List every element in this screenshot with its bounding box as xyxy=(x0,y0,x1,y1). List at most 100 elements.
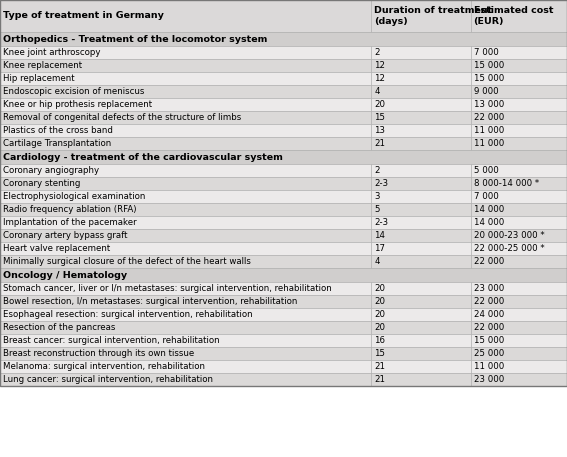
Text: 11 000: 11 000 xyxy=(473,139,504,148)
Text: 15: 15 xyxy=(374,113,386,122)
Text: 23 000: 23 000 xyxy=(473,284,504,293)
Text: Cartilage Transplantation: Cartilage Transplantation xyxy=(3,139,111,148)
Bar xyxy=(471,0,567,32)
Bar xyxy=(0,137,371,150)
Bar xyxy=(0,32,567,46)
Bar xyxy=(471,216,567,229)
Text: 20: 20 xyxy=(374,100,386,109)
Text: 2: 2 xyxy=(374,48,380,57)
Text: Cardiology - treatment of the cardiovascular system: Cardiology - treatment of the cardiovasc… xyxy=(3,153,283,161)
Bar xyxy=(0,255,371,268)
Bar xyxy=(371,255,471,268)
Text: 23 000: 23 000 xyxy=(473,375,504,384)
Bar xyxy=(0,282,371,295)
Bar xyxy=(0,164,371,177)
Text: 4: 4 xyxy=(374,87,380,96)
Bar xyxy=(371,98,471,111)
Text: 21: 21 xyxy=(374,362,386,371)
Bar xyxy=(471,360,567,373)
Text: 3: 3 xyxy=(374,192,380,201)
Text: Coronary angiography: Coronary angiography xyxy=(3,166,99,175)
Text: 22 000: 22 000 xyxy=(473,113,504,122)
Bar xyxy=(371,46,471,59)
Bar xyxy=(471,46,567,59)
Bar xyxy=(471,308,567,321)
Bar xyxy=(0,72,371,85)
Text: Oncology / Hematology: Oncology / Hematology xyxy=(3,271,127,280)
Text: Resection of the pancreas: Resection of the pancreas xyxy=(3,323,115,332)
Text: 4: 4 xyxy=(374,257,380,266)
Bar xyxy=(471,242,567,255)
Text: 14 000: 14 000 xyxy=(473,218,504,227)
Bar xyxy=(471,164,567,177)
Text: 25 000: 25 000 xyxy=(473,349,504,358)
Bar xyxy=(371,59,471,72)
Bar xyxy=(371,373,471,386)
Bar xyxy=(371,72,471,85)
Bar xyxy=(371,334,471,347)
Text: 16: 16 xyxy=(374,336,386,345)
Text: 13: 13 xyxy=(374,126,386,135)
Bar xyxy=(371,164,471,177)
Text: 14 000: 14 000 xyxy=(473,205,504,214)
Bar xyxy=(0,98,371,111)
Text: 21: 21 xyxy=(374,375,386,384)
Text: Knee replacement: Knee replacement xyxy=(3,61,82,70)
Text: Bowel resection, l/n metastases: surgical intervention, rehabilitation: Bowel resection, l/n metastases: surgica… xyxy=(3,297,297,306)
Bar xyxy=(471,321,567,334)
Bar xyxy=(471,282,567,295)
Bar xyxy=(471,203,567,216)
Bar xyxy=(0,85,371,98)
Text: Minimally surgical closure of the defect of the heart walls: Minimally surgical closure of the defect… xyxy=(3,257,251,266)
Text: Hip replacement: Hip replacement xyxy=(3,74,75,83)
Bar xyxy=(0,295,371,308)
Bar xyxy=(371,321,471,334)
Text: Radio frequency ablation (RFA): Radio frequency ablation (RFA) xyxy=(3,205,137,214)
Text: 15: 15 xyxy=(374,349,386,358)
Bar xyxy=(471,229,567,242)
Bar xyxy=(0,0,567,386)
Bar xyxy=(471,347,567,360)
Bar xyxy=(0,321,371,334)
Text: Breast reconstruction through its own tissue: Breast reconstruction through its own ti… xyxy=(3,349,194,358)
Text: 2-3: 2-3 xyxy=(374,179,388,188)
Text: 22 000: 22 000 xyxy=(473,257,504,266)
Bar xyxy=(371,308,471,321)
Bar xyxy=(471,72,567,85)
Text: Esophageal resection: surgical intervention, rehabilitation: Esophageal resection: surgical intervent… xyxy=(3,310,253,319)
Text: 22 000: 22 000 xyxy=(473,297,504,306)
Bar xyxy=(0,46,371,59)
Text: 5 000: 5 000 xyxy=(473,166,498,175)
Bar xyxy=(0,124,371,137)
Text: 20: 20 xyxy=(374,284,386,293)
Bar xyxy=(471,137,567,150)
Bar xyxy=(471,98,567,111)
Bar xyxy=(471,111,567,124)
Text: Coronary artery bypass graft: Coronary artery bypass graft xyxy=(3,231,128,240)
Bar xyxy=(471,190,567,203)
Text: 5: 5 xyxy=(374,205,380,214)
Text: Heart valve replacement: Heart valve replacement xyxy=(3,244,110,253)
Bar xyxy=(471,85,567,98)
Bar xyxy=(0,229,371,242)
Bar xyxy=(0,111,371,124)
Bar xyxy=(471,295,567,308)
Text: 12: 12 xyxy=(374,61,386,70)
Bar xyxy=(0,150,567,164)
Bar xyxy=(0,373,371,386)
Text: Knee or hip prothesis replacement: Knee or hip prothesis replacement xyxy=(3,100,152,109)
Bar xyxy=(0,242,371,255)
Text: 2: 2 xyxy=(374,166,380,175)
Bar xyxy=(371,177,471,190)
Bar xyxy=(371,360,471,373)
Text: Electrophysiological examination: Electrophysiological examination xyxy=(3,192,145,201)
Bar xyxy=(371,85,471,98)
Text: 11 000: 11 000 xyxy=(473,362,504,371)
Bar xyxy=(471,373,567,386)
Text: 20: 20 xyxy=(374,297,386,306)
Text: Type of treatment in Germany: Type of treatment in Germany xyxy=(3,11,164,21)
Bar xyxy=(0,0,371,32)
Text: 2-3: 2-3 xyxy=(374,218,388,227)
Bar xyxy=(371,190,471,203)
Bar xyxy=(0,360,371,373)
